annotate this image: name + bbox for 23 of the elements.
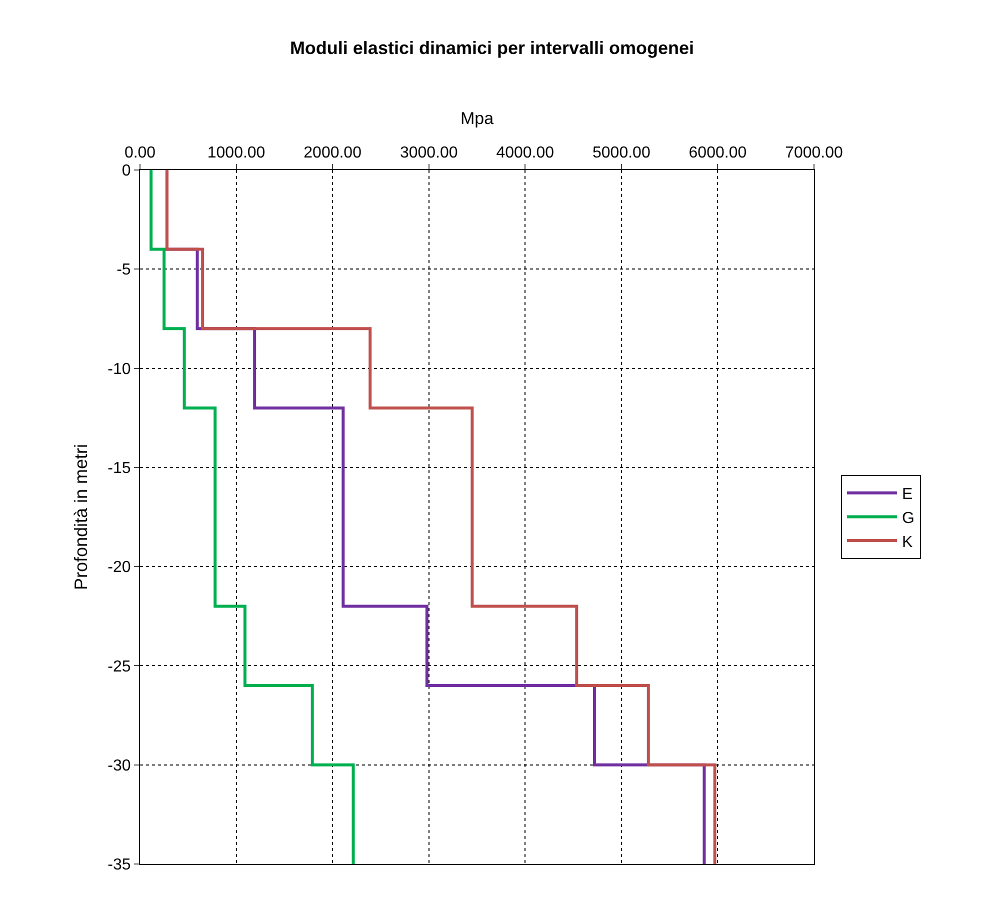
x-tick-label: 0.00	[124, 144, 156, 162]
x-tick-label: 6000.00	[688, 144, 747, 162]
x-axis-title: Mpa	[460, 109, 494, 128]
x-tick-label: 5000.00	[592, 144, 650, 162]
y-tick-label: -30	[108, 757, 131, 774]
x-tick-label: 2000.00	[304, 144, 362, 162]
legend-label: E	[902, 486, 913, 504]
legend-label: K	[902, 534, 913, 551]
x-tick-label: 4000.00	[496, 144, 554, 162]
x-tick-label: 3000.00	[400, 144, 458, 162]
y-tick-label: -20	[108, 559, 131, 576]
y-tick-label: -25	[108, 658, 131, 676]
y-tick-label: -5	[116, 262, 131, 279]
x-tick-label: 1000.00	[207, 144, 266, 162]
y-tick-label: -15	[108, 460, 131, 478]
y-axis-title: Profondità in metri	[70, 444, 91, 590]
legend-label: G	[902, 510, 914, 527]
line-series	[150, 170, 355, 864]
x-tick-label: 7000.00	[785, 144, 844, 162]
y-tick-label: -35	[108, 856, 131, 874]
y-tick-label: -10	[108, 360, 131, 378]
chart-title: Moduli elastici dinamici per intervalli omogenei	[290, 38, 694, 58]
y-tick-label: 0	[122, 162, 131, 180]
